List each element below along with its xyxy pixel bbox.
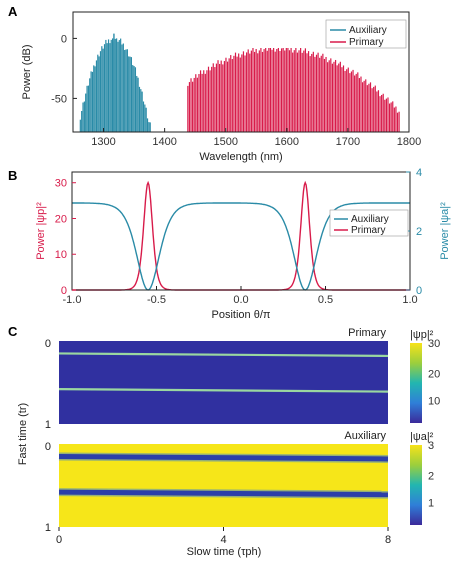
- panel-a-xtick-label: 1300: [91, 136, 115, 148]
- panel-c-ytick-label: 1: [45, 522, 51, 534]
- panel-a-ytick-label: -50: [51, 93, 67, 105]
- colorbar-tick-label: 10: [428, 395, 440, 407]
- colorbar-tick-label: 20: [428, 369, 440, 381]
- pulse-trajectory: [58, 352, 389, 358]
- panel-b-letter: B: [8, 168, 17, 183]
- panel-b-ytick-left-label: 0: [61, 285, 67, 297]
- panel-c-xlabel: Slow time (τph): [187, 546, 262, 558]
- auxiliary-colorbar: [410, 445, 422, 525]
- panel-b-ytick-right-label: 2: [416, 226, 422, 238]
- panel-b-xtick-label: 1.0: [402, 294, 417, 306]
- colorbar-tick-label: 30: [428, 338, 440, 350]
- panel-a-xlabel: Wavelength (nm): [199, 151, 282, 163]
- panel-c-xtick-label: 8: [385, 534, 391, 546]
- panel-b-ylabel-right: Power |ψa|²: [439, 202, 451, 260]
- panel-b-ytick-left-label: 10: [55, 249, 67, 261]
- panel-a-frame: [72, 11, 410, 133]
- panel-c-ytick-label: 0: [45, 441, 51, 453]
- panel-b-xtick-label: -1.0: [63, 294, 82, 306]
- panel-a-legend: Auxiliary Primary: [325, 19, 407, 49]
- primary-colorbar: [410, 343, 422, 423]
- panel-b-legend-primary: Primary: [351, 225, 385, 236]
- pulse-trajectory: [58, 388, 389, 393]
- panel-a-xtick-label: 1700: [336, 136, 360, 148]
- panel-c-letter: C: [8, 324, 18, 339]
- panel-a-ytick-label: 0: [61, 33, 67, 45]
- panel-a-xtick-label: 1400: [152, 136, 176, 148]
- panel-a-legend-primary: Primary: [349, 37, 383, 48]
- panel-b-ytick-left-label: 20: [55, 213, 67, 225]
- panel-a-xtick-label: 1500: [213, 136, 237, 148]
- panel-b-xlabel: Position θ/π: [212, 309, 271, 321]
- colorbar-tick-label: 1: [428, 497, 434, 509]
- panel-a-xtick-label: 1800: [397, 136, 421, 148]
- panel-c-xtick-label: 0: [56, 534, 62, 546]
- pulse-trajectory: [58, 489, 389, 498]
- panel-c-ylabel: Fast time (tr): [17, 403, 29, 465]
- auxiliary-colorbar-label: |ψa|²: [410, 431, 434, 443]
- panel-b-xtick-label: -0.5: [147, 294, 166, 306]
- panel-b-xtick-label: 0.5: [318, 294, 333, 306]
- panel-a-legend-aux: Auxiliary: [349, 25, 387, 36]
- panel-b-ytick-left-label: 30: [55, 178, 67, 190]
- colorbar-tick-label: 2: [428, 471, 434, 483]
- pulse-trajectory: [58, 453, 389, 462]
- panel-a-xtick-label: 1600: [275, 136, 299, 148]
- auxiliary-map-label: Auxiliary: [344, 430, 386, 442]
- panel-c-ytick-label: 1: [45, 419, 51, 431]
- panel-b-ytick-right-label: 4: [416, 167, 422, 179]
- primary-map-label: Primary: [348, 327, 386, 339]
- colorbar-tick-label: 3: [428, 440, 434, 452]
- panel-b-legend: Auxiliary Primary: [329, 209, 409, 237]
- panel-b-legend-aux: Auxiliary: [351, 214, 389, 225]
- panel-a-letter: A: [8, 4, 18, 19]
- panel-b-ytick-right-label: 0: [416, 285, 422, 297]
- panel-a-ylabel: Power (dB): [21, 44, 33, 99]
- curve-auxiliary: [72, 202, 410, 291]
- primary-colorbar-label: |ψp|²: [410, 329, 434, 341]
- curve-primary: [72, 180, 410, 291]
- panel-b-xtick-label: 0.0: [233, 294, 248, 306]
- panel-c-ytick-label: 0: [45, 338, 51, 350]
- panel-c-xtick-label: 4: [220, 534, 226, 546]
- panel-b-ylabel-left: Power |ψp|²: [35, 202, 47, 260]
